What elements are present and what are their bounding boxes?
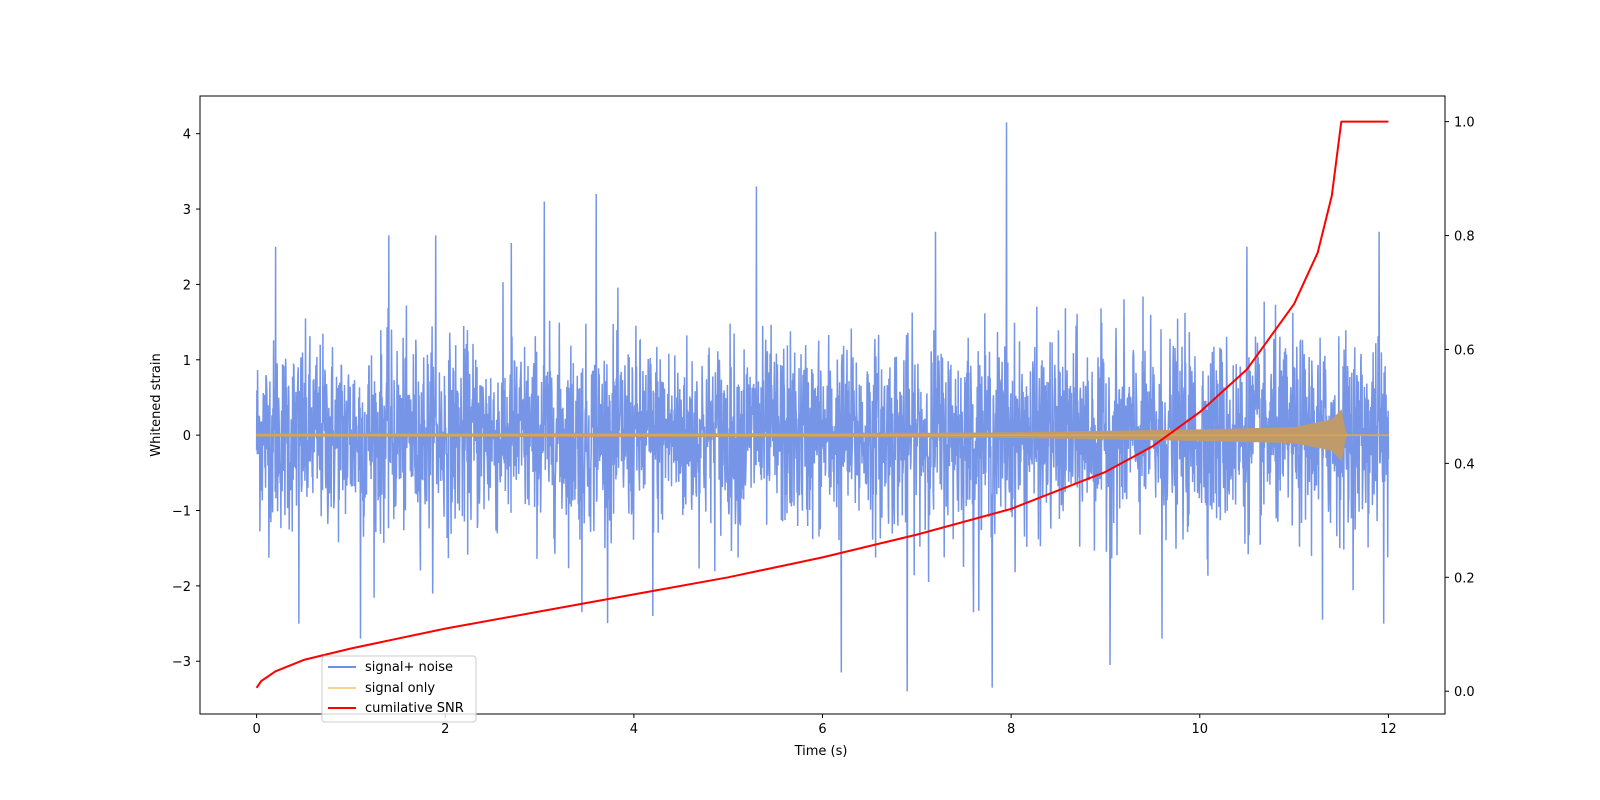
x-tick-label: 8 bbox=[1007, 722, 1015, 737]
x-tick-label: 12 bbox=[1380, 722, 1397, 737]
y-tick-label: 4 bbox=[183, 128, 191, 143]
y-tick-label: 2 bbox=[183, 278, 191, 293]
y-tick-label: 1 bbox=[183, 354, 191, 369]
x-tick-label: 10 bbox=[1191, 722, 1208, 737]
y2-tick-label: 0.6 bbox=[1454, 343, 1475, 358]
y-tick-label: −1 bbox=[172, 505, 191, 520]
y2-tick-label: 0.0 bbox=[1454, 685, 1475, 700]
legend-label-cumulative-snr: cumilative SNR bbox=[365, 701, 464, 716]
y2-tick-label: 0.2 bbox=[1454, 571, 1475, 586]
legend-label-signal-noise: signal+ noise bbox=[365, 660, 453, 675]
y-axis-right: 0.0 0.2 0.4 0.6 0.8 1.0 bbox=[1445, 116, 1475, 700]
y-tick-label: −3 bbox=[172, 655, 191, 670]
x-tick-label: 2 bbox=[441, 722, 449, 737]
x-axis-label: Time (s) bbox=[794, 744, 848, 759]
y-tick-label: 3 bbox=[183, 203, 191, 218]
y2-tick-label: 0.4 bbox=[1454, 457, 1475, 472]
y-axis-left: −3 −2 −1 0 1 2 3 4 bbox=[172, 128, 200, 670]
x-tick-label: 6 bbox=[818, 722, 826, 737]
cumulative-snr-series bbox=[255, 120, 1389, 689]
y-tick-label: 0 bbox=[183, 429, 191, 444]
x-tick-label: 0 bbox=[252, 722, 260, 737]
y-axis-label: Whitened strain bbox=[149, 353, 164, 456]
legend: signal+ noise signal only cumilative SNR bbox=[321, 655, 477, 723]
y2-tick-label: 1.0 bbox=[1454, 116, 1475, 131]
cumulative-snr-line bbox=[255, 120, 1389, 689]
y-tick-label: −2 bbox=[172, 580, 191, 595]
legend-box bbox=[321, 655, 477, 723]
x-axis: 0 2 4 6 8 10 12 bbox=[252, 714, 1397, 737]
y2-tick-label: 0.8 bbox=[1454, 230, 1475, 245]
legend-label-signal-only: signal only bbox=[365, 681, 435, 696]
x-tick-label: 4 bbox=[630, 722, 638, 737]
signal-only-series bbox=[256, 409, 1389, 462]
